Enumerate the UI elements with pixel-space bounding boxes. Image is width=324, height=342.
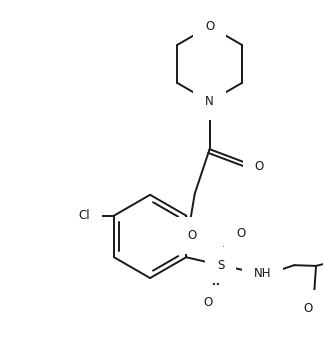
Text: O: O: [236, 227, 245, 240]
Text: O: O: [203, 297, 213, 310]
Text: S: S: [217, 259, 225, 272]
Text: N: N: [205, 95, 214, 108]
Text: Cl: Cl: [78, 209, 90, 222]
Text: O: O: [187, 229, 196, 242]
Text: O: O: [205, 20, 214, 33]
Text: O: O: [255, 159, 264, 173]
Text: O: O: [303, 302, 312, 315]
Text: NH: NH: [254, 267, 271, 280]
